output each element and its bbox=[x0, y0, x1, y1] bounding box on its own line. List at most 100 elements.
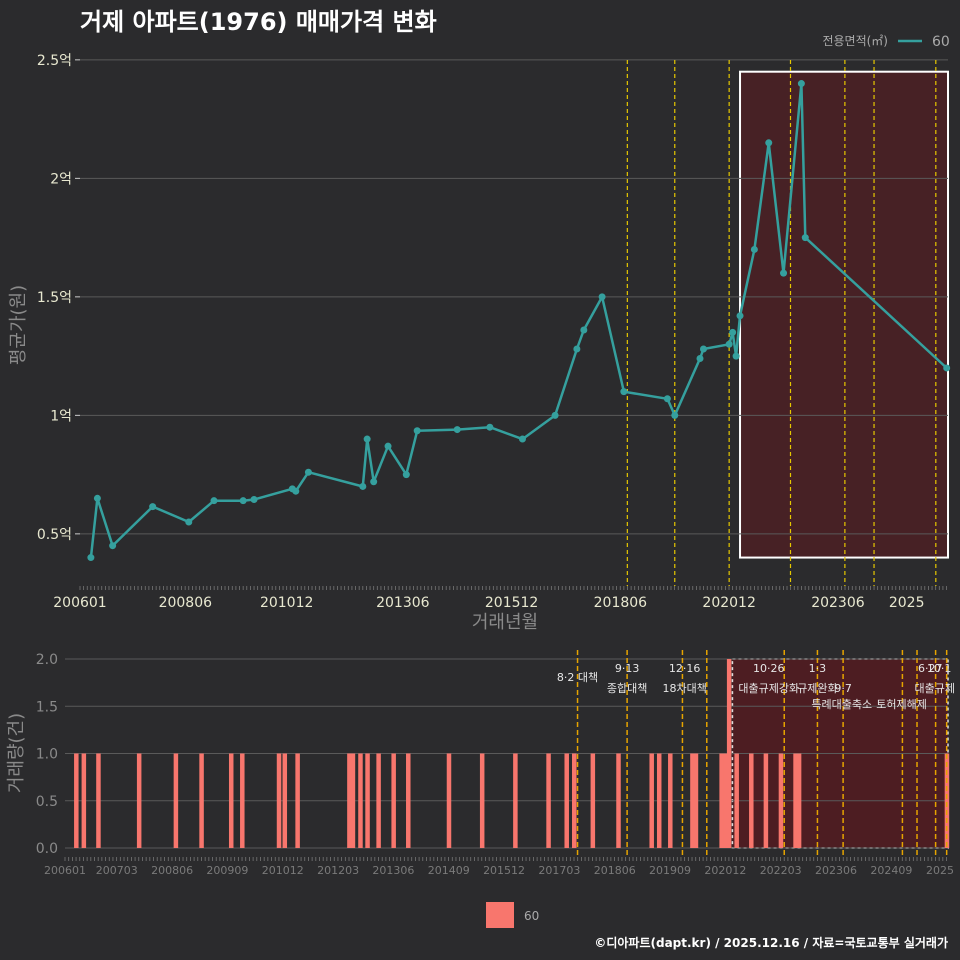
volume-y-tick-label: 1.0 bbox=[36, 747, 58, 763]
price-y-ticks: 0.5억 1억 1.5억 2억 2.5억 bbox=[37, 53, 80, 543]
price-point bbox=[210, 497, 218, 505]
price-x-tick-label: 200601 bbox=[53, 595, 106, 611]
price-point bbox=[671, 411, 679, 419]
source-caption: ©디아파트(dapt.kr) / 2025.12.16 / 자료=국토교통부 실… bbox=[594, 935, 948, 950]
volume-bar bbox=[376, 753, 381, 848]
volume-bar bbox=[358, 753, 363, 848]
price-point bbox=[732, 352, 740, 360]
price-x-tick-label: 201306 bbox=[376, 595, 430, 611]
price-point bbox=[620, 388, 628, 396]
price-point bbox=[551, 411, 559, 419]
recent-period-highlight bbox=[739, 70, 949, 559]
volume-y-axis-title: 거래량(건) bbox=[6, 713, 27, 793]
price-y-tick-label: 1억 bbox=[50, 408, 72, 424]
volume-x-tick-label: 200703 bbox=[96, 864, 138, 877]
volume-bar bbox=[199, 753, 204, 848]
volume-bar bbox=[365, 753, 370, 848]
price-x-ticks: 200601 200806 201012 201306 201512 201806 2020… bbox=[53, 586, 947, 611]
price-point bbox=[765, 139, 773, 147]
policy-annotation: 18차대책 bbox=[662, 682, 706, 695]
volume-bar bbox=[391, 753, 396, 848]
price-point bbox=[87, 554, 95, 562]
price-point bbox=[413, 427, 421, 435]
price-point bbox=[797, 80, 805, 88]
y-axis-title: 평균가(원) bbox=[8, 285, 29, 365]
price-point bbox=[486, 423, 494, 431]
price-y-tick-label: 2억 bbox=[50, 171, 72, 187]
volume-bar bbox=[719, 753, 724, 848]
volume-bar bbox=[616, 753, 621, 848]
price-point bbox=[518, 435, 526, 443]
volume-bar bbox=[173, 753, 179, 848]
price-x-tick-label: 201806 bbox=[594, 595, 648, 611]
policy-annotation: 6·27 bbox=[918, 662, 943, 675]
policy-annotation: 토허제해제 bbox=[876, 697, 927, 711]
policy-annotation: 1·3 bbox=[809, 662, 827, 675]
volume-bar bbox=[347, 753, 352, 848]
volume-x-tick-label: 202306 bbox=[815, 864, 857, 877]
volume-bar bbox=[571, 753, 577, 848]
volume-x-tick-label: 200806 bbox=[151, 864, 193, 877]
price-point bbox=[801, 234, 809, 242]
policy-annotation: 10·1 bbox=[927, 662, 952, 675]
volume-bar bbox=[96, 753, 101, 848]
volume-bar bbox=[726, 659, 732, 848]
price-point bbox=[453, 426, 461, 434]
volume-bar bbox=[796, 753, 802, 848]
price-point bbox=[292, 487, 300, 495]
volume-bar bbox=[778, 753, 784, 848]
volume-bar bbox=[734, 753, 739, 848]
price-point bbox=[304, 468, 312, 476]
price-point bbox=[573, 345, 581, 353]
price-point bbox=[370, 478, 378, 486]
volume-bar bbox=[74, 753, 79, 848]
price-series bbox=[87, 80, 951, 562]
volume-y-tick-label: 2.0 bbox=[36, 652, 58, 668]
legend-label: 60 bbox=[932, 34, 950, 50]
price-panel: 0.5억 1억 1.5억 2억 2.5억 200601 200806 201012 20130… bbox=[8, 34, 951, 633]
volume-x-ticks: 200601 200703 200806 200909 201012 201203 2013… bbox=[44, 857, 954, 877]
volume-x-tick-label: 202203 bbox=[760, 864, 802, 877]
volume-x-tick-label: 2025 bbox=[926, 864, 954, 877]
price-point bbox=[598, 293, 606, 301]
price-point bbox=[725, 340, 733, 348]
volume-bar bbox=[693, 753, 699, 848]
price-y-tick-label: 0.5억 bbox=[37, 527, 72, 543]
policy-annotation: 10·26 bbox=[753, 662, 785, 675]
policy-annotation: 대출규제강화 bbox=[738, 682, 799, 695]
volume-x-tick-label: 201409 bbox=[428, 864, 470, 877]
price-point bbox=[384, 442, 392, 450]
price-point bbox=[363, 435, 371, 443]
volume-bar bbox=[240, 753, 245, 848]
policy-annotation: 8·2 대책 bbox=[557, 671, 598, 684]
volume-bar bbox=[763, 753, 769, 848]
volume-bar bbox=[228, 753, 234, 848]
policy-annotation: 9·7 bbox=[834, 682, 852, 695]
policy-lines bbox=[626, 60, 937, 586]
volume-bar bbox=[479, 753, 485, 848]
price-x-tick-label: 201012 bbox=[260, 595, 313, 611]
volume-bar bbox=[649, 753, 654, 848]
bar-legend-key bbox=[486, 902, 514, 928]
policy-annotation: 12·16 bbox=[669, 662, 701, 675]
policy-annotation: 대출규제 bbox=[914, 682, 954, 695]
policy-annotation: 규제완화 bbox=[797, 682, 837, 695]
volume-x-tick-label: 202409 bbox=[870, 864, 912, 877]
volume-bar bbox=[136, 753, 142, 848]
price-point bbox=[239, 497, 247, 505]
volume-x-tick-label: 202012 bbox=[704, 864, 746, 877]
price-x-tick-label: 2025 bbox=[889, 595, 925, 611]
x-axis-title: 거래년월 bbox=[472, 612, 538, 633]
volume-bar bbox=[749, 753, 754, 848]
price-point bbox=[250, 495, 258, 503]
price-point bbox=[580, 326, 588, 334]
volume-bar bbox=[668, 753, 673, 848]
price-point bbox=[149, 503, 157, 511]
price-point bbox=[699, 345, 707, 353]
volume-x-tick-label: 201806 bbox=[594, 864, 636, 877]
chart-title: 거제 아파트(1976) 매매가격 변화 bbox=[80, 8, 437, 36]
volume-y-tick-label: 1.5 bbox=[36, 699, 58, 715]
volume-x-tick-label: 201909 bbox=[649, 864, 691, 877]
price-point bbox=[402, 471, 410, 479]
